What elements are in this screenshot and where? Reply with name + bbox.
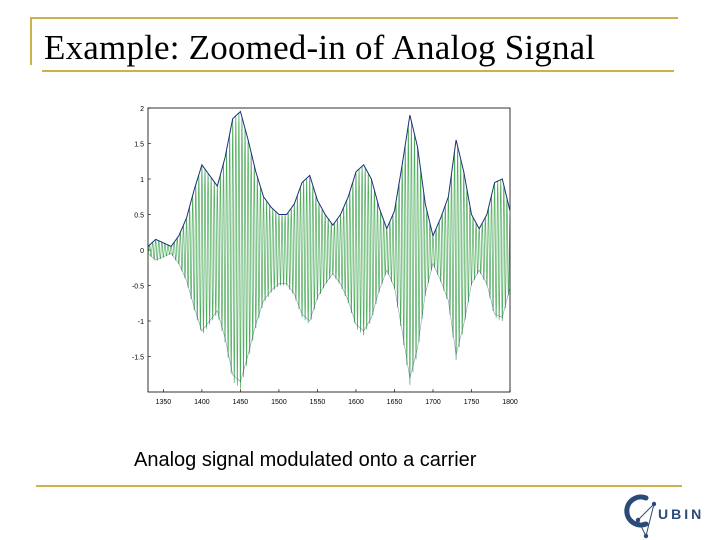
x-tick-label: 1700 bbox=[425, 399, 441, 406]
x-tick-label: 1400 bbox=[194, 399, 210, 406]
x-tick-label: 1750 bbox=[464, 399, 480, 406]
y-tick-label: 1 bbox=[140, 177, 144, 184]
x-tick-label: 1350 bbox=[156, 399, 172, 406]
signal-chart: 2 1.5 1 0.5 0 -0.5 -1 -1.5 1350 1400 1450 1500 1550… bbox=[132, 106, 518, 406]
logo-text: UBIN bbox=[658, 506, 704, 522]
y-tick-label: -1 bbox=[138, 319, 144, 326]
y-tick-label: -0.5 bbox=[132, 284, 144, 291]
y-tick-label: 0 bbox=[140, 248, 144, 255]
x-tick-label: 1650 bbox=[387, 399, 403, 406]
x-tick-label: 1600 bbox=[348, 399, 364, 406]
title-frame-top bbox=[30, 17, 678, 19]
x-tick-label: 1550 bbox=[310, 399, 326, 406]
title-underline bbox=[42, 70, 674, 72]
envelope-upper-line bbox=[147, 110, 511, 248]
y-axis-ticks: 2 1.5 1 0.5 0 -0.5 -1 -1.5 bbox=[132, 106, 151, 362]
carrier-line bbox=[147, 112, 511, 389]
y-tick-label: 2 bbox=[140, 106, 144, 113]
y-tick-label: -1.5 bbox=[132, 355, 144, 362]
bottom-rule bbox=[36, 485, 682, 487]
logo-star-line-1 bbox=[637, 503, 655, 521]
logo-star-dot-2 bbox=[651, 501, 657, 507]
title-frame-left bbox=[30, 17, 32, 65]
x-tick-label: 1800 bbox=[502, 399, 518, 406]
x-axis-ticks: 1350 1400 1450 1500 1550 1600 1650 1700 1750 1800 bbox=[156, 389, 518, 406]
logo-star-line-3 bbox=[645, 503, 655, 537]
y-tick-label: 0.5 bbox=[134, 213, 144, 220]
logo-star-line-2 bbox=[637, 519, 647, 537]
cubin-logo: UBIN bbox=[624, 494, 704, 539]
slide-caption: Analog signal modulated onto a carrier bbox=[134, 449, 477, 471]
logo-star-dot-1 bbox=[635, 517, 641, 523]
x-tick-label: 1450 bbox=[233, 399, 249, 406]
x-tick-label: 1500 bbox=[271, 399, 287, 406]
carrier-series bbox=[147, 112, 511, 389]
slide-title: Example: Zoomed-in of Analog Signal bbox=[44, 28, 596, 67]
y-tick-label: 1.5 bbox=[134, 142, 144, 149]
logo-c-mark bbox=[624, 494, 649, 528]
envelope-lower-line bbox=[147, 253, 511, 383]
logo-star-dot-3 bbox=[643, 533, 649, 539]
